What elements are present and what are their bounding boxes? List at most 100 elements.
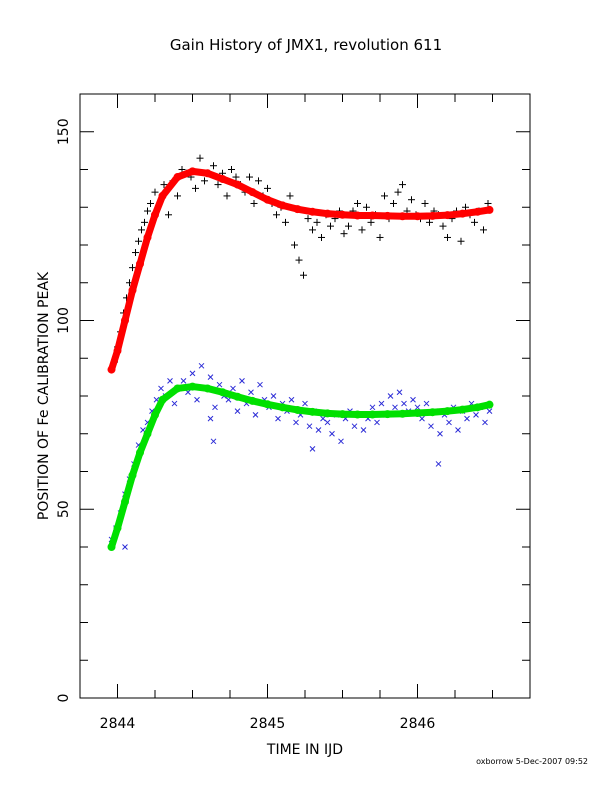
cross-marker (212, 404, 218, 411)
footer-credit: oxborrow 5-Dec-2007 09:52 (476, 757, 588, 766)
plus-marker (210, 162, 217, 170)
cross-marker (374, 419, 380, 426)
plus-marker (192, 184, 199, 192)
cross-marker (171, 400, 178, 407)
plus-marker (354, 199, 361, 207)
axis-ticks: 0 50 100 150 2844 2845 2846 (56, 94, 530, 732)
cross-marker (194, 396, 200, 403)
plus-marker (295, 256, 303, 264)
cross-marker (270, 393, 277, 399)
plus-marker (132, 249, 139, 257)
cross-marker (230, 385, 236, 392)
cross-marker (122, 544, 128, 550)
cross-marker (216, 381, 223, 388)
plus-marker (286, 192, 294, 200)
plus-marker (174, 192, 181, 200)
y-tick-label: 150 (56, 118, 72, 145)
plus-marker (282, 218, 289, 226)
plus-marker (138, 226, 145, 234)
cross-marker (392, 404, 398, 411)
cross-marker (248, 389, 254, 396)
plus-marker (367, 218, 375, 226)
y-tick-label: 0 (56, 694, 72, 703)
plus-marker (318, 233, 325, 241)
plus-marker (484, 199, 492, 207)
cross-marker (329, 430, 335, 437)
plus-marker (327, 222, 334, 230)
cross-marker (210, 438, 217, 445)
cross-marker (378, 400, 385, 407)
plus-marker (273, 211, 280, 219)
cross-marker (401, 400, 407, 407)
plus-marker (228, 166, 235, 173)
plus-marker (141, 218, 148, 226)
cross-marker (435, 461, 442, 467)
data-layer (107, 154, 494, 551)
plus-marker (147, 199, 154, 207)
cross-marker (302, 400, 308, 407)
cross-marker (252, 412, 259, 418)
plus-marker (291, 241, 298, 249)
plus-marker (390, 199, 397, 207)
cross-marker (473, 412, 479, 418)
cross-marker (239, 378, 245, 384)
cross-marker (419, 415, 425, 422)
cross-marker (369, 404, 376, 411)
plus-marker (363, 203, 370, 211)
plus-marker (214, 181, 222, 189)
plus-marker (144, 207, 151, 215)
cross-marker (180, 378, 187, 384)
plus-marker (309, 226, 316, 234)
cross-marker (309, 445, 316, 452)
plus-marker (264, 184, 271, 192)
plus-marker (381, 192, 388, 200)
y-tick-label: 50 (56, 500, 72, 518)
x-tick-label: 2844 (100, 716, 136, 732)
cross-marker (257, 381, 263, 388)
cross-marker (324, 419, 331, 426)
plus-marker (196, 154, 204, 162)
plus-marker (408, 196, 415, 204)
plus-marker (246, 173, 253, 181)
plus-marker (232, 173, 240, 181)
chart-title: Gain History of JMX1, revolution 611 (169, 36, 443, 54)
plot-frame (79, 93, 531, 699)
plus-marker (399, 181, 406, 189)
cross-marker (437, 430, 443, 437)
cross-marker (320, 415, 326, 422)
cross-marker (198, 362, 205, 369)
y-axis-label: POSITION OF Fe CALIBRATION PEAK (36, 271, 52, 520)
cross-marker (414, 404, 421, 411)
x-tick-label: 2846 (400, 716, 436, 732)
cross-marker (482, 419, 488, 426)
plus-marker (313, 218, 321, 226)
plus-marker (223, 192, 231, 200)
plus-marker (304, 215, 312, 223)
plus-marker (135, 237, 142, 245)
cross-marker (293, 419, 299, 426)
plus-marker (480, 226, 487, 234)
cross-marker (306, 423, 313, 430)
cross-marker (338, 438, 344, 445)
cross-marker (167, 378, 173, 384)
x-tick-label: 2845 (250, 716, 286, 732)
cross-marker (455, 427, 461, 433)
fit-line (108, 167, 493, 374)
plus-marker (255, 177, 262, 185)
plus-marker (376, 233, 384, 241)
plus-marker (201, 177, 208, 185)
cross-marker (464, 415, 470, 422)
y-tick-label: 100 (56, 307, 72, 334)
cross-marker (351, 423, 358, 430)
cross-marker (158, 385, 164, 392)
plus-marker (421, 199, 429, 207)
cross-marker (207, 374, 214, 380)
plus-marker (345, 222, 352, 230)
cross-marker (410, 396, 416, 403)
cross-marker (189, 370, 196, 377)
x-axis-label: TIME IN IJD (266, 742, 343, 758)
plus-marker (457, 237, 465, 245)
cross-marker (446, 419, 452, 426)
plus-marker (439, 222, 447, 230)
plus-marker (250, 199, 258, 207)
